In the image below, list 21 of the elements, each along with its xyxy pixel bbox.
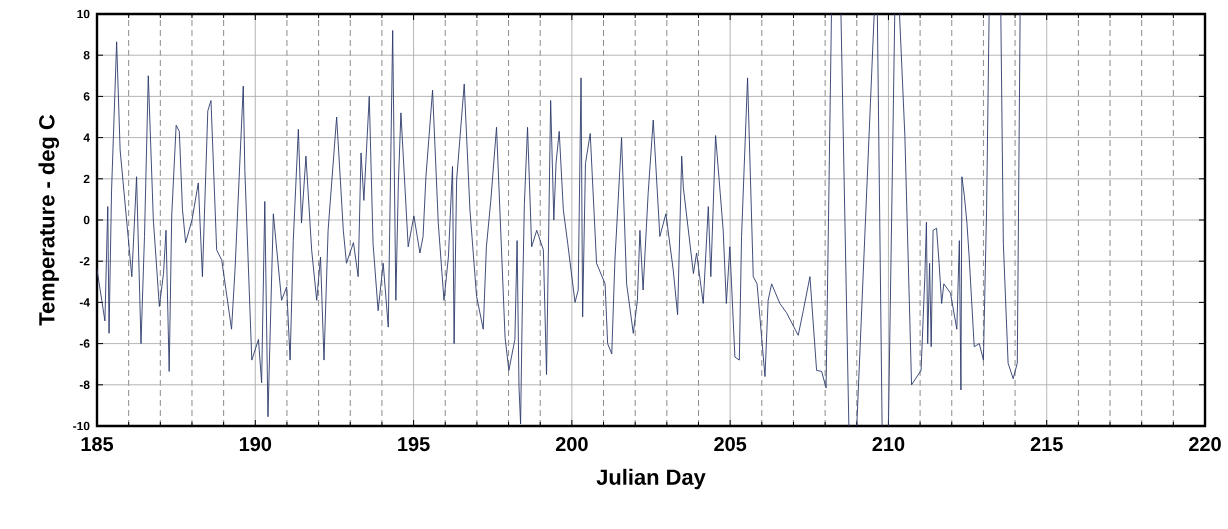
y-tick-label: -6: [79, 339, 90, 348]
y-tick-label: -10: [73, 421, 90, 431]
y-tick-label: 4: [83, 133, 90, 142]
y-tick-label: -2: [79, 257, 90, 266]
x-tick-label: 195: [398, 437, 430, 452]
y-tick-label: 10: [77, 9, 90, 19]
y-axis-title: Temperature - deg C: [38, 114, 60, 326]
y-tick-label: -8: [79, 380, 90, 390]
y-tick-label: 8: [83, 50, 90, 60]
x-tick-label: 185: [81, 437, 114, 452]
x-tick-label: 190: [239, 437, 272, 452]
y-tick-label: 2: [83, 174, 90, 183]
x-axis-title: Julian Day: [596, 468, 706, 490]
x-tick-label: 220: [1189, 437, 1221, 452]
x-tick-label: 215: [1030, 437, 1063, 452]
x-tick-label: 210: [872, 437, 905, 452]
x-tick-label: 205: [714, 437, 747, 452]
y-tick-label: 0: [83, 215, 90, 225]
y-tick-label: -4: [79, 298, 90, 307]
x-tick-label: 200: [555, 437, 588, 452]
y-tick-label: 6: [83, 92, 90, 101]
